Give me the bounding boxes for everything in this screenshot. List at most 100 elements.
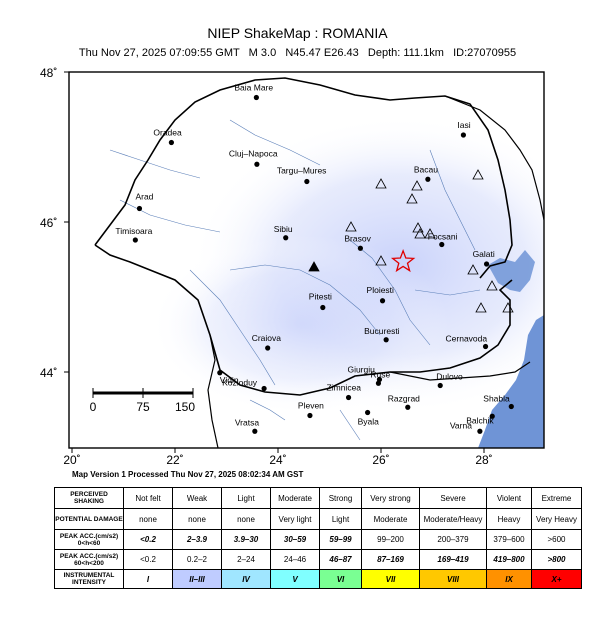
city-marker bbox=[283, 235, 289, 241]
city-marker bbox=[132, 237, 138, 243]
legend-cell: >800 bbox=[531, 549, 582, 570]
city-marker bbox=[379, 298, 386, 304]
intensity-cell: IV bbox=[221, 569, 271, 589]
city-marker bbox=[482, 343, 489, 350]
intensity-cell: VIII bbox=[419, 569, 487, 589]
romania-border bbox=[94, 77, 513, 279]
city-marker bbox=[405, 404, 411, 410]
city-marker bbox=[320, 304, 326, 311]
legend-cell: 0.2–2 bbox=[172, 549, 222, 570]
danube-delta bbox=[488, 250, 535, 292]
legend-cell: Moderate bbox=[270, 487, 320, 509]
lon-label-20: 20˚ bbox=[63, 453, 80, 465]
city-marker bbox=[136, 205, 143, 212]
city-label: Oradea bbox=[153, 128, 182, 138]
legend-row-acc-shallow: PEAK ACC.(cm/s2) 0<h<60 <0.2 2–3.9 3.9–3… bbox=[54, 529, 582, 550]
city-label: Arad bbox=[135, 192, 153, 202]
map-title: NIEP ShakeMap : ROMANIA bbox=[207, 25, 388, 41]
legend-cell: 87–169 bbox=[361, 549, 420, 570]
legend-cell: Very Heavy bbox=[531, 508, 582, 530]
legend-cell: 99–200 bbox=[361, 529, 420, 550]
city-marker bbox=[483, 261, 490, 267]
axis-ticks bbox=[64, 71, 485, 453]
scale-label-0: 0 bbox=[90, 400, 97, 414]
legend-cell: Severe bbox=[419, 487, 487, 509]
lon-label-28: 28˚ bbox=[475, 453, 492, 465]
lat-label-48: 48˚ bbox=[40, 66, 57, 80]
legend-cell: Moderate/Heavy bbox=[419, 508, 487, 530]
legend-cell: 3.9–30 bbox=[221, 529, 271, 550]
city-label: Ploiesti bbox=[367, 285, 395, 295]
legend-row-intensity: INSTRUMENTAL INTENSITY I II–III IV V VI … bbox=[54, 569, 582, 589]
city-marker bbox=[307, 412, 313, 419]
map-frame bbox=[68, 71, 545, 449]
legend-cell: Light bbox=[319, 508, 362, 530]
intensity-cell: IX bbox=[486, 569, 532, 589]
lat-label-46: 46˚ bbox=[40, 216, 57, 230]
city-label: Vidin bbox=[220, 375, 239, 385]
intensity-cell: V bbox=[270, 569, 320, 589]
city-marker bbox=[425, 176, 431, 182]
legend-cell: Extreme bbox=[531, 487, 582, 509]
city-marker bbox=[357, 245, 363, 251]
city-label: Vratsa bbox=[235, 417, 260, 427]
city-marker bbox=[168, 139, 174, 146]
intensity-cell: X+ bbox=[531, 569, 582, 589]
legend-header-acc-shallow: PEAK ACC.(cm/s2) 0<h<60 bbox=[54, 529, 124, 550]
lon-label-24: 24˚ bbox=[269, 453, 286, 465]
city-markers: Baia Mare Oradea Cluj–Napoca Targu–Mures Ara… bbox=[115, 83, 514, 434]
city-marker bbox=[375, 380, 382, 386]
shakemap: Baia Mare Oradea Cluj–Napoca Targu–Mures Ara… bbox=[40, 66, 545, 465]
legend-cell: Moderate bbox=[361, 508, 420, 530]
city-marker bbox=[508, 403, 514, 410]
city-label: Varna bbox=[450, 420, 472, 430]
city-marker bbox=[345, 394, 352, 401]
legend-cell: Very strong bbox=[361, 487, 420, 509]
legend-cell: Not felt bbox=[123, 487, 173, 509]
city-marker bbox=[304, 178, 310, 185]
city-label: Cluj–Napoca bbox=[229, 148, 278, 158]
intensity-cell: VI bbox=[319, 569, 362, 589]
legend-cell: 30–59 bbox=[270, 529, 320, 550]
city-label: Pleven bbox=[298, 401, 324, 411]
lat-label-44: 44˚ bbox=[40, 366, 57, 380]
city-marker bbox=[489, 413, 495, 419]
legend-cell: Violent bbox=[486, 487, 532, 509]
city-label: Kozloduy bbox=[222, 378, 258, 388]
legend-row-shaking: PERCEIVED SHAKING Not felt Weak Light Mo… bbox=[54, 487, 582, 509]
event-details: Thu Nov 27, 2025 07:09:55 GMT M 3.0 N45.… bbox=[78, 47, 517, 59]
city-label: Pitesti bbox=[309, 292, 332, 302]
map-version: Map Version 1 Processed Thu Nov 27, 2025… bbox=[72, 470, 304, 479]
legend-cell: none bbox=[221, 508, 271, 530]
city-label: Ruse bbox=[370, 369, 390, 379]
legend-row-acc-intermediate: PEAK ACC.(cm/s2) 60<h<200 <0.2 0.2–2 2–2… bbox=[54, 549, 582, 570]
legend-header-acc-intermediate: PEAK ACC.(cm/s2) 60<h<200 bbox=[54, 549, 124, 570]
city-marker bbox=[437, 382, 443, 389]
legend-cell: Heavy bbox=[486, 508, 532, 530]
lon-label-26: 26˚ bbox=[372, 453, 389, 465]
city-label: Brasov bbox=[344, 233, 371, 243]
legend-cell: 200–379 bbox=[419, 529, 487, 550]
city-label: Bucuresti bbox=[364, 326, 400, 336]
city-label: Baia Mare bbox=[234, 83, 273, 93]
city-label: Galati bbox=[473, 249, 495, 259]
legend-cell: 46–87 bbox=[319, 549, 362, 570]
legend-cell: 59–99 bbox=[319, 529, 362, 550]
shaking-intensity-field-secondary bbox=[150, 235, 450, 415]
legend-cell: none bbox=[172, 508, 222, 530]
rivers bbox=[109, 119, 481, 441]
city-label: Focsani bbox=[428, 232, 458, 242]
city-label: Dulovo bbox=[436, 372, 463, 382]
city-label: Zimnicea bbox=[327, 383, 362, 393]
legend-row-damage: POTENTIAL DAMAGE none none none Very lig… bbox=[54, 508, 582, 530]
legend-cell: 2–3.9 bbox=[172, 529, 222, 550]
city-marker bbox=[252, 428, 258, 434]
legend-cell: 2–24 bbox=[221, 549, 271, 570]
legend-cell: Strong bbox=[319, 487, 362, 509]
city-label: Craiova bbox=[252, 333, 282, 343]
city-marker bbox=[439, 241, 445, 248]
city-label: Shabla bbox=[483, 394, 510, 404]
city-marker bbox=[265, 345, 271, 351]
scale-label-75: 75 bbox=[136, 400, 150, 414]
city-label: Balchik bbox=[466, 415, 494, 425]
